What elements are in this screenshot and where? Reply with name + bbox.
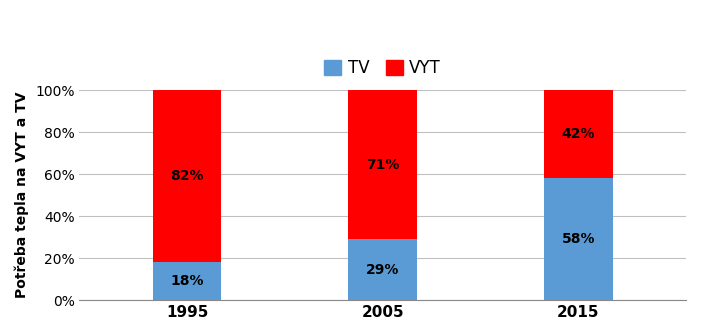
- Bar: [544, 178, 613, 300]
- Text: 82%: 82%: [170, 169, 204, 183]
- Text: 29%: 29%: [366, 263, 400, 277]
- Text: 18%: 18%: [170, 274, 204, 288]
- Text: 71%: 71%: [366, 158, 400, 172]
- Bar: [153, 262, 222, 300]
- Bar: [348, 90, 417, 239]
- Text: 58%: 58%: [562, 232, 595, 246]
- Bar: [348, 239, 417, 300]
- Legend: TV, VYT: TV, VYT: [318, 52, 448, 84]
- Y-axis label: Potřeba tepla na VYT a TV: Potřeba tepla na VYT a TV: [15, 92, 29, 298]
- Bar: [544, 90, 613, 178]
- Text: 42%: 42%: [562, 127, 595, 141]
- Bar: [153, 90, 222, 262]
